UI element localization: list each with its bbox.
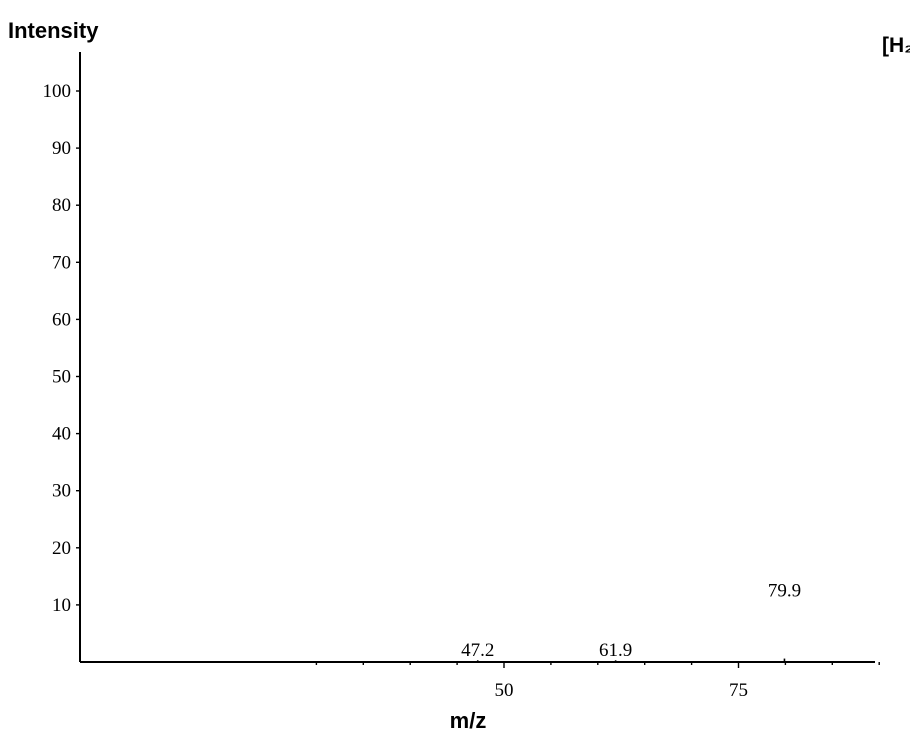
y-tick-label: 30 bbox=[52, 481, 71, 502]
peaks bbox=[476, 658, 786, 662]
y-tick-label: 60 bbox=[52, 309, 71, 330]
y-tick-label: 50 bbox=[52, 367, 71, 388]
y-tick-label: 10 bbox=[52, 595, 71, 616]
x-tick-label: 75 bbox=[729, 680, 748, 701]
x-ticks: 5075100125150175200225250275300 bbox=[315, 662, 880, 701]
peak-labels: 47.261.979.996.9111.0137.0156.9176.8195.… bbox=[461, 580, 801, 661]
x-tick-label: 50 bbox=[495, 680, 514, 701]
peak-label: 47.2 bbox=[461, 640, 494, 661]
y-tick-label: 100 bbox=[43, 81, 72, 102]
y-ticks: 10 20 30 40 50 60 70 80 90 100 bbox=[43, 81, 80, 616]
x-axis-title: m/z bbox=[450, 708, 487, 733]
axes bbox=[79, 52, 875, 663]
y-tick-label: 20 bbox=[52, 538, 71, 559]
y-tick-label: 70 bbox=[52, 252, 71, 273]
annotation-label: [H₂SO₄ - H]⁻ bbox=[882, 34, 910, 57]
y-tick-label: 90 bbox=[52, 138, 71, 159]
peak-label: 79.9 bbox=[768, 580, 801, 601]
y-tick-label: 80 bbox=[52, 195, 71, 216]
annotations: [H₂SO₄ - H]⁻[Catechin - H]⁻↓ bbox=[882, 34, 910, 57]
peak-label: 61.9 bbox=[599, 640, 632, 661]
y-axis-title: Intensity bbox=[8, 18, 99, 43]
y-tick-label: 40 bbox=[52, 424, 71, 445]
